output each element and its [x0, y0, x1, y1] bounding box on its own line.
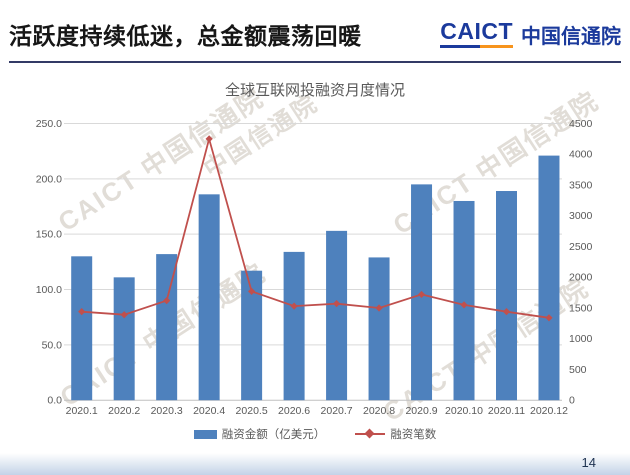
svg-text:4500: 4500 — [569, 118, 593, 130]
svg-text:1500: 1500 — [569, 302, 593, 314]
svg-text:2500: 2500 — [569, 241, 593, 253]
svg-text:2020.7: 2020.7 — [321, 405, 353, 417]
svg-text:0: 0 — [569, 395, 575, 407]
svg-text:4000: 4000 — [569, 149, 593, 161]
svg-text:200.0: 200.0 — [36, 173, 62, 185]
svg-text:1000: 1000 — [569, 333, 593, 345]
legend-line-marker-icon — [364, 428, 375, 439]
svg-text:50.0: 50.0 — [42, 339, 63, 351]
legend-item-amount: 融资金额（亿美元） — [193, 426, 326, 442]
svg-text:500: 500 — [569, 364, 587, 376]
svg-text:2020.4: 2020.4 — [193, 405, 225, 417]
legend-bar-label: 融资金额（亿美元） — [221, 429, 326, 441]
svg-text:0.0: 0.0 — [47, 395, 62, 407]
svg-text:250.0: 250.0 — [36, 118, 62, 130]
logo-underline-orange — [479, 45, 513, 48]
svg-text:2020.5: 2020.5 — [236, 405, 268, 417]
svg-text:2020.9: 2020.9 — [405, 405, 437, 417]
legend-line-label: 融资笔数 — [390, 429, 437, 441]
header: 活跃度持续低迷，总金额震荡回暖 CAICT 中国信通院 — [9, 13, 621, 55]
legend-bar-swatch — [193, 429, 217, 439]
logo-underline-blue — [440, 45, 480, 48]
svg-text:150.0: 150.0 — [36, 229, 62, 241]
caict-logo-underline — [440, 45, 513, 48]
svg-text:100.0: 100.0 — [36, 284, 62, 296]
svg-text:3500: 3500 — [569, 179, 593, 191]
caict-logo-chinese: 中国信通院 — [521, 25, 621, 48]
svg-text:3000: 3000 — [569, 210, 593, 222]
svg-text:2020.8: 2020.8 — [363, 405, 395, 417]
caict-logo: CAICT 中国信通院 — [440, 20, 621, 49]
header-divider — [9, 61, 621, 63]
svg-text:2020.11: 2020.11 — [488, 405, 525, 417]
svg-text:2020.6: 2020.6 — [278, 405, 310, 417]
legend-item-count: 融资笔数 — [355, 426, 436, 442]
footer-band — [0, 453, 630, 475]
caict-logo-text: CAICT — [440, 18, 513, 44]
chart-legend: 融资金额（亿美元） 融资笔数 — [0, 426, 630, 442]
svg-text:2000: 2000 — [569, 272, 593, 284]
svg-text:2020.3: 2020.3 — [151, 405, 183, 417]
legend-line-swatch — [355, 428, 386, 439]
page-number: 14 — [581, 455, 596, 470]
svg-text:2020.10: 2020.10 — [445, 405, 483, 417]
page-title: 活跃度持续低迷，总金额震荡回暖 — [9, 23, 362, 49]
caict-logo-latin: CAICT — [440, 20, 513, 48]
svg-text:2020.2: 2020.2 — [108, 405, 140, 417]
svg-text:2020.1: 2020.1 — [66, 405, 98, 417]
svg-text:2020.12: 2020.12 — [530, 405, 568, 417]
chart-title: 全球互联网投融资月度情况 — [224, 82, 405, 99]
